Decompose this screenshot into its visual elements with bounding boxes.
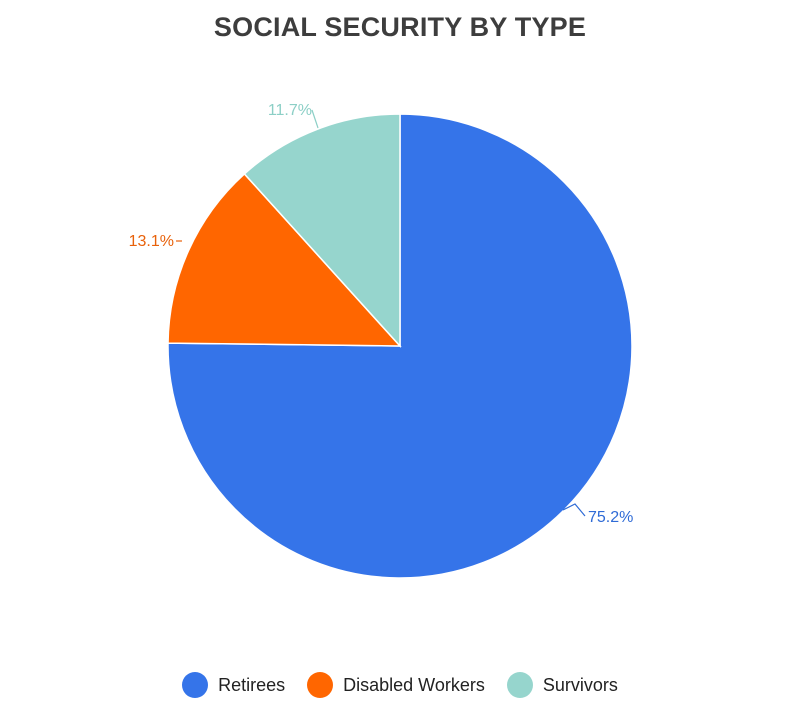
data-label-disabled-workers: 13.1%	[129, 233, 174, 250]
pie-chart: 75.2% 13.1% 11.7%	[129, 102, 633, 579]
legend-label-retirees: Retirees	[218, 674, 286, 695]
legend-label-disabled-workers: Disabled Workers	[343, 674, 485, 695]
legend-item-retirees[interactable]: Retirees	[182, 672, 285, 698]
pie-slice-survivors[interactable]	[243, 113, 401, 348]
legend-swatch-survivors	[506, 672, 533, 698]
leader-line-survivors	[311, 109, 319, 129]
legend-swatch-disabled-workers	[307, 672, 334, 698]
data-label-survivors: 11.7%	[268, 102, 312, 119]
legend-item-disabled-workers[interactable]: Disabled Workers	[307, 672, 485, 698]
legend-label-survivors: Survivors	[542, 674, 618, 695]
legend-item-survivors[interactable]: Survivors	[506, 672, 618, 698]
data-label-retirees: 75.2%	[588, 509, 633, 526]
chart-title: SOCIAL SECURITY BY TYPE	[213, 12, 587, 42]
legend-swatch-retirees	[182, 672, 209, 698]
leader-line-retirees	[562, 503, 586, 517]
pie-slice-disabled-workers[interactable]	[167, 172, 402, 347]
chart-legend: Retirees Disabled Workers Survivors	[0, 672, 800, 698]
